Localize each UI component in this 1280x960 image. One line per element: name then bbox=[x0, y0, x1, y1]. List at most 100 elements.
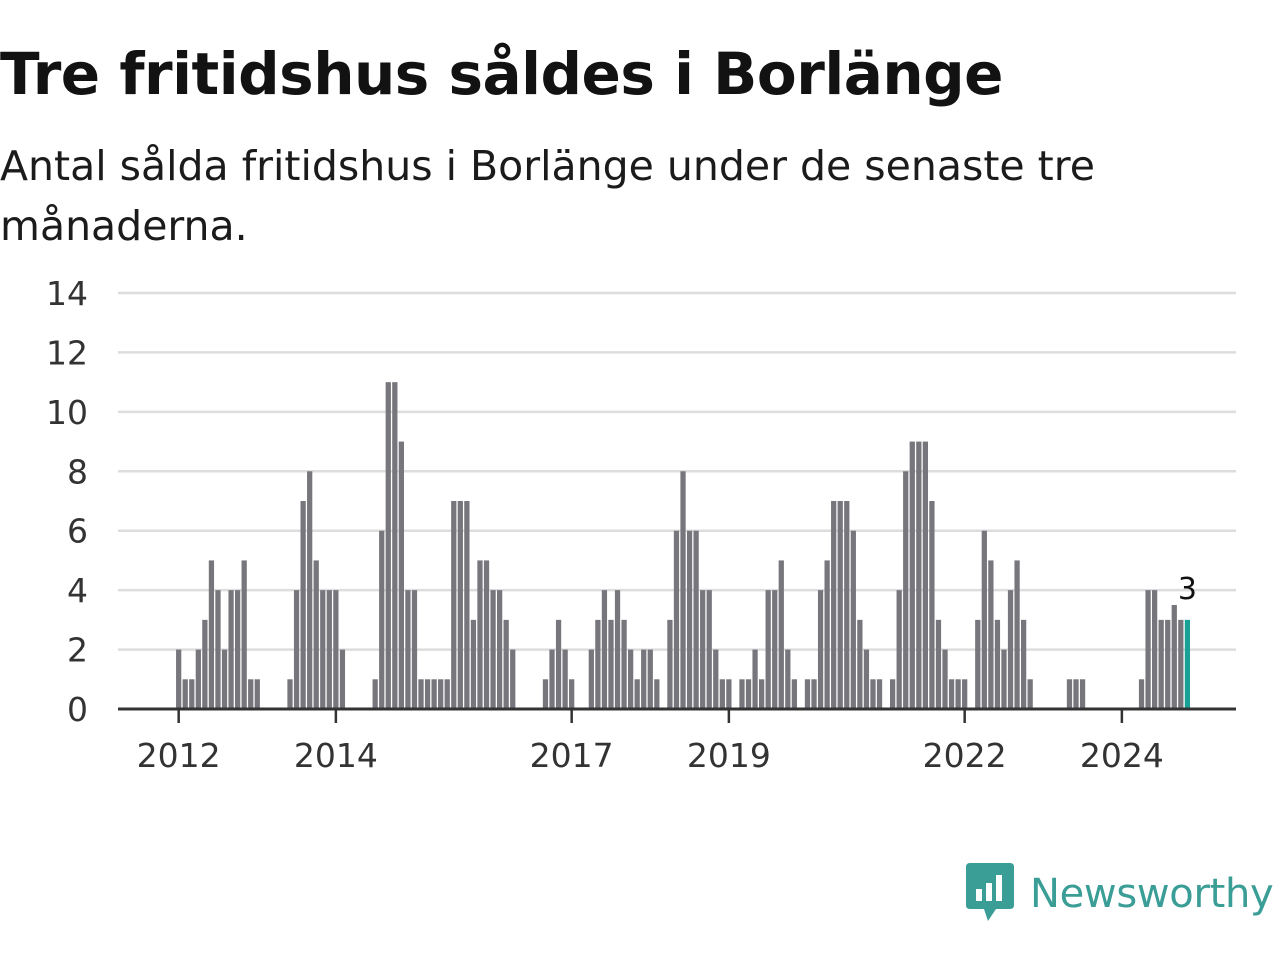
bar bbox=[549, 649, 555, 709]
bar bbox=[235, 590, 241, 709]
bar bbox=[680, 471, 686, 709]
bar bbox=[608, 619, 614, 709]
bar bbox=[706, 590, 712, 709]
bar bbox=[922, 441, 928, 709]
y-tick-label: 8 bbox=[67, 452, 88, 491]
bar bbox=[1007, 590, 1014, 709]
bar bbox=[929, 501, 935, 709]
bar bbox=[490, 590, 496, 709]
chart-title: Tre fritidshus såldes i Borlänge bbox=[0, 40, 1004, 108]
bar bbox=[287, 679, 293, 709]
bar bbox=[392, 382, 398, 709]
bar bbox=[1165, 619, 1171, 709]
bar bbox=[555, 619, 562, 709]
bar bbox=[948, 679, 955, 709]
bar bbox=[667, 619, 673, 709]
x-tick-label: 2012 bbox=[137, 736, 221, 775]
bar bbox=[601, 590, 608, 709]
bar bbox=[221, 649, 228, 709]
bar bbox=[405, 590, 411, 709]
bar bbox=[752, 649, 758, 709]
bar bbox=[686, 530, 693, 709]
x-tick-label: 2014 bbox=[294, 736, 378, 775]
bar bbox=[300, 501, 306, 709]
bar bbox=[909, 441, 915, 709]
bar bbox=[470, 619, 477, 709]
bar bbox=[411, 590, 418, 709]
bar bbox=[628, 649, 634, 709]
bar bbox=[890, 679, 896, 709]
bar bbox=[464, 501, 470, 709]
bar bbox=[477, 560, 483, 709]
bar bbox=[831, 501, 837, 709]
bar bbox=[1184, 619, 1190, 709]
y-tick-label: 4 bbox=[67, 571, 88, 610]
bar bbox=[955, 679, 961, 709]
bar bbox=[863, 649, 870, 709]
bar bbox=[1073, 679, 1079, 709]
bar bbox=[1152, 590, 1158, 709]
bar bbox=[804, 679, 811, 709]
bar bbox=[254, 679, 260, 709]
bar bbox=[817, 590, 824, 709]
bar bbox=[772, 590, 778, 709]
bar bbox=[719, 679, 725, 709]
bar bbox=[372, 679, 378, 709]
newsworthy-logo-icon bbox=[966, 863, 1014, 921]
bar bbox=[1178, 619, 1184, 709]
bar bbox=[182, 679, 188, 709]
newsworthy-logo: Newsworthy bbox=[964, 863, 1274, 924]
x-tick-label: 2022 bbox=[923, 736, 1007, 775]
bar bbox=[431, 679, 437, 709]
bar bbox=[215, 590, 221, 709]
bars bbox=[176, 382, 1190, 709]
bar bbox=[726, 679, 732, 709]
bar bbox=[444, 679, 450, 709]
bar bbox=[293, 590, 300, 709]
bar bbox=[195, 649, 201, 709]
bar bbox=[850, 530, 856, 709]
bar bbox=[424, 679, 431, 709]
bar bbox=[320, 590, 326, 709]
bar bbox=[483, 560, 490, 709]
newsworthy-wordmark: Newsworthy bbox=[1030, 871, 1274, 917]
bar bbox=[824, 560, 830, 709]
bar bbox=[1021, 619, 1027, 709]
bar bbox=[379, 530, 385, 709]
bar bbox=[1066, 679, 1073, 709]
bar bbox=[339, 649, 346, 709]
bar bbox=[988, 560, 994, 709]
x-tick-label: 2017 bbox=[530, 736, 614, 775]
bar bbox=[588, 649, 594, 709]
bar bbox=[1079, 679, 1086, 709]
bar bbox=[876, 679, 883, 709]
bar bbox=[1014, 560, 1020, 709]
bar bbox=[693, 530, 699, 709]
bar bbox=[981, 530, 987, 709]
bar bbox=[569, 679, 575, 709]
bar bbox=[778, 560, 784, 709]
bar bbox=[313, 560, 319, 709]
bar bbox=[326, 590, 332, 709]
y-tick-label: 10 bbox=[46, 393, 88, 432]
bar bbox=[248, 679, 254, 709]
bar bbox=[896, 590, 902, 709]
value-label: 3 bbox=[1178, 572, 1197, 607]
bar bbox=[208, 560, 215, 709]
bar bbox=[962, 679, 968, 709]
x-tick-label: 2019 bbox=[687, 736, 771, 775]
y-tick-label: 14 bbox=[46, 274, 88, 313]
bar bbox=[189, 679, 195, 709]
bar bbox=[759, 679, 765, 709]
bar bbox=[1027, 679, 1033, 709]
bar bbox=[497, 590, 503, 709]
bar bbox=[844, 501, 850, 709]
bar bbox=[942, 649, 948, 709]
x-axis: 2012 2014 2017 2019 2022 2024 bbox=[118, 707, 1236, 775]
bar bbox=[614, 590, 621, 709]
bar bbox=[418, 679, 424, 709]
x-tick-label: 2024 bbox=[1080, 736, 1164, 775]
bar bbox=[595, 619, 601, 709]
bar bbox=[870, 679, 876, 709]
